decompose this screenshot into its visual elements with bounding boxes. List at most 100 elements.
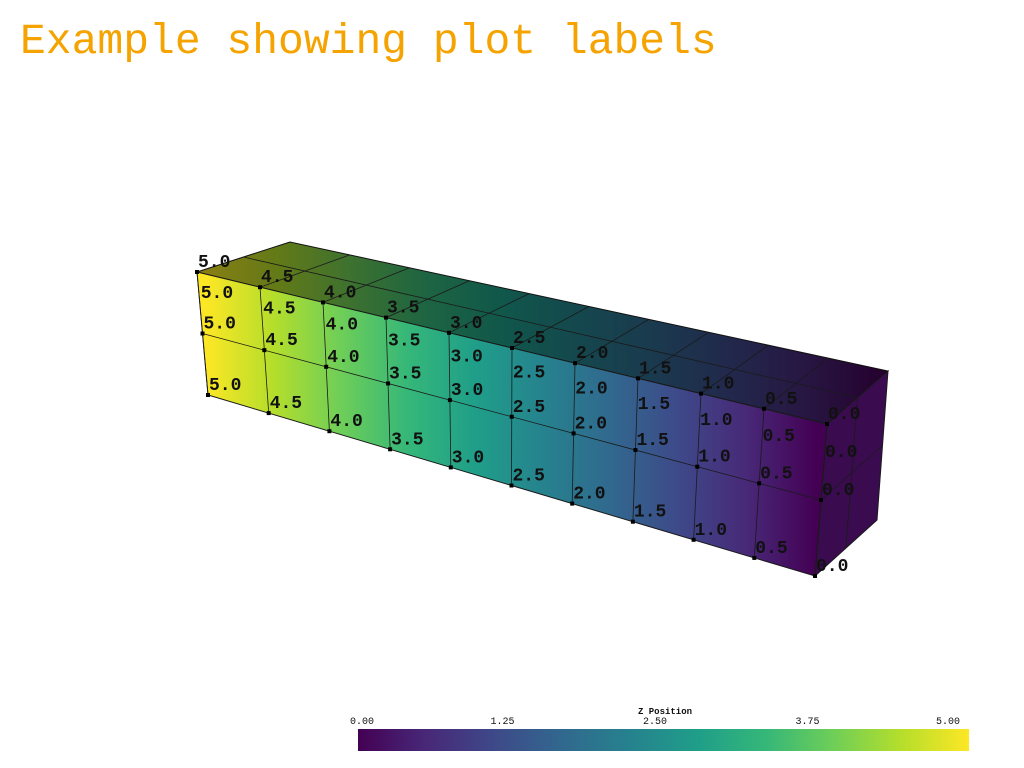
colorbar-tick-label: 1.25 (490, 717, 514, 728)
colorbar-tick-label: 0.00 (350, 717, 374, 728)
point-label: 1.5 (639, 359, 671, 379)
grid-point (510, 346, 514, 350)
top-column-line (448, 293, 530, 334)
point-label: 5.0 (209, 376, 241, 396)
grid-point (324, 364, 329, 369)
point-label: 0.5 (755, 539, 787, 559)
top-column-line (259, 254, 350, 288)
point-label: 3.5 (389, 364, 421, 384)
point-label: 2.0 (573, 485, 605, 505)
grid-point (258, 285, 262, 290)
point-label: 4.0 (327, 348, 359, 368)
point-labels: 5.0 5.0 5.0 5.0 4.5 4.5 4.5 4.5 4.0 4.0 4.0 4.0 3.5 3… (198, 253, 860, 577)
grid-point (699, 391, 703, 396)
point-label: 3.5 (391, 430, 423, 450)
point-label: 4.5 (265, 331, 297, 351)
point-label: 3.0 (450, 314, 482, 334)
grid-point (757, 481, 762, 486)
point-label: 2.5 (513, 363, 545, 383)
grid-point (819, 498, 823, 502)
point-label: 3.5 (387, 299, 419, 319)
grid-point (509, 414, 514, 419)
grid-point (200, 331, 205, 336)
point-label: 2.0 (575, 379, 607, 399)
point-label: 0.0 (828, 405, 860, 425)
point-label: 2.0 (576, 344, 608, 364)
top-column-line (322, 267, 410, 303)
point-label: 3.0 (451, 381, 483, 401)
scalar-colorbar: Z Position 0.00 1.25 2.50 3.75 5.00 (350, 707, 969, 751)
point-label: 2.5 (513, 398, 545, 418)
grid-point (388, 447, 393, 452)
point-label: 1.5 (636, 431, 668, 451)
top-column-line (637, 331, 709, 379)
grid-point (691, 537, 696, 542)
point-label: 0.5 (765, 390, 797, 410)
point-label: 4.5 (263, 300, 295, 320)
grid-point (262, 348, 267, 353)
point-label: 3.0 (452, 448, 484, 468)
grid-point (813, 574, 817, 578)
grid-point (448, 465, 453, 470)
colorbar-tick-label: 2.50 (643, 717, 667, 728)
grid-point (509, 483, 514, 488)
box-top-shading (197, 242, 888, 424)
top-column-line (385, 280, 470, 318)
point-label: 3.0 (450, 347, 482, 367)
grid-point (570, 501, 575, 506)
grid-point (762, 406, 766, 411)
grid-points (195, 270, 829, 578)
grid-point (447, 398, 452, 403)
colorbar-gradient-bar (358, 729, 969, 751)
point-label: 1.5 (638, 395, 670, 415)
point-label: 0.0 (822, 481, 854, 501)
grid-point (447, 330, 451, 335)
grid-point (633, 448, 638, 453)
grid-point (384, 315, 388, 320)
top-column-line (826, 370, 889, 425)
point-label: 1.5 (634, 503, 666, 523)
box-mesh: 5.0 5.0 5.0 5.0 4.5 4.5 4.5 4.5 4.0 4.0 4.0 4.0 3.5 3… (195, 241, 890, 578)
point-label: 0.5 (760, 464, 792, 484)
point-label: 0.0 (825, 443, 857, 463)
grid-point (195, 270, 199, 274)
point-label: 0.0 (816, 557, 848, 577)
point-label: 2.5 (513, 329, 545, 349)
point-label: 1.0 (695, 521, 727, 541)
point-label: 5.0 (204, 315, 236, 335)
point-label: 4.5 (261, 268, 293, 288)
point-label: 5.0 (198, 253, 230, 273)
point-label: 1.0 (700, 411, 732, 431)
grid-point (636, 376, 640, 381)
point-label: 5.0 (201, 284, 233, 304)
plot-title: Example showing plot labels (20, 17, 717, 66)
point-label: 0.5 (763, 427, 795, 447)
top-column-line (763, 357, 829, 410)
grid-point (206, 393, 210, 397)
colorbar-title: Z Position (638, 707, 692, 717)
grid-point (386, 381, 391, 386)
top-column-line (196, 241, 291, 273)
top-column-line (574, 319, 650, 364)
grid-point (571, 431, 576, 436)
point-label: 1.0 (702, 375, 734, 395)
point-label: 1.0 (698, 448, 730, 468)
point-label: 2.5 (513, 467, 545, 487)
top-column-line (700, 344, 769, 394)
point-label: 4.0 (324, 283, 356, 303)
point-label: 2.0 (575, 414, 607, 434)
grid-point (266, 411, 271, 416)
point-label: 4.0 (330, 412, 362, 432)
side-horizontal-mid-line (820, 445, 883, 501)
grid-point (573, 361, 577, 366)
colorbar-tick-label: 3.75 (795, 717, 819, 728)
grid-point (752, 555, 757, 560)
grid-point (321, 300, 325, 305)
grid-point (695, 464, 700, 469)
point-label: 4.5 (270, 394, 302, 414)
colorbar-tick-labels: 0.00 1.25 2.50 3.75 5.00 (350, 717, 960, 728)
colorbar-tick-label: 5.00 (936, 717, 960, 728)
top-column-line (511, 306, 590, 349)
grid-point (630, 519, 635, 524)
